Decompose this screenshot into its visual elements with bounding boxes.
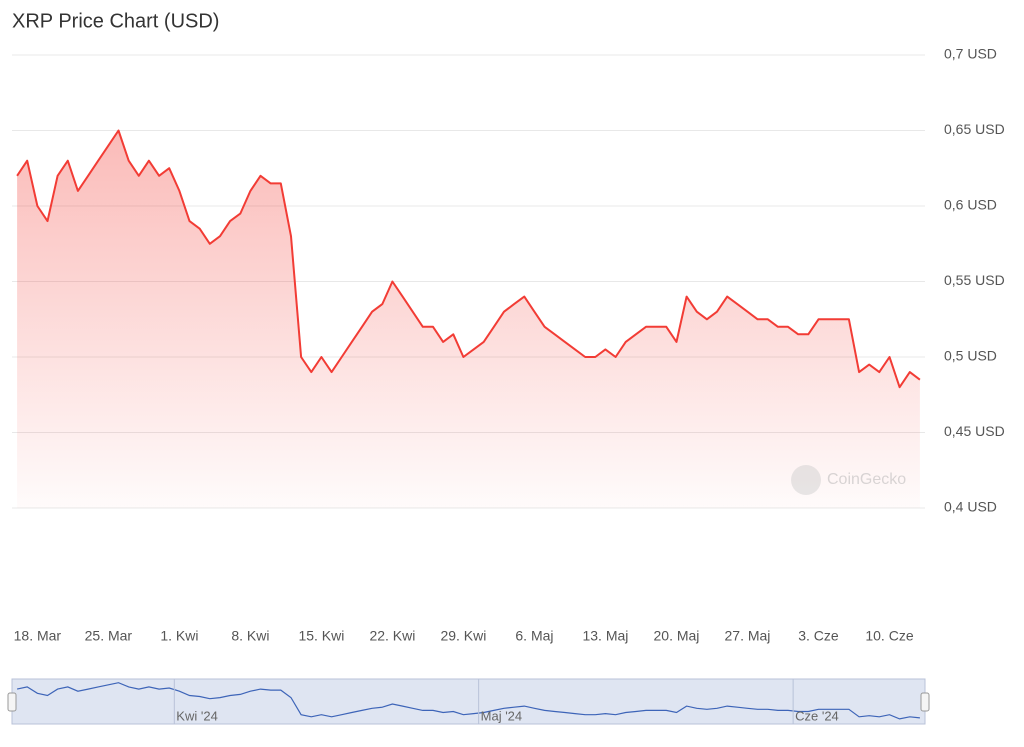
y-tick-label: 0,5 USD (944, 348, 997, 364)
x-tick-label: 6. Maj (515, 628, 553, 644)
x-tick-label: 29. Kwi (440, 628, 486, 644)
navigator-handle[interactable] (7, 692, 17, 712)
x-tick-label: 15. Kwi (298, 628, 344, 644)
x-tick-label: 8. Kwi (231, 628, 269, 644)
navigator-line (16, 682, 920, 720)
price-area (17, 130, 920, 508)
x-tick-label: 13. Maj (582, 628, 628, 644)
x-tick-label: 25. Mar (85, 628, 133, 644)
y-tick-label: 0,7 USD (944, 46, 997, 62)
x-tick-label: 27. Maj (725, 628, 771, 644)
price-line (16, 129, 921, 389)
y-tick-label: 0,6 USD (944, 197, 997, 213)
watermark: CoinGecko (791, 465, 906, 495)
x-tick-label: 20. Maj (654, 628, 700, 644)
watermark-icon (791, 465, 821, 495)
y-tick-label: 0,65 USD (944, 121, 1005, 137)
y-tick-label: 0,45 USD (944, 423, 1005, 439)
y-tick-label: 0,4 USD (944, 499, 997, 515)
x-tick-label: 10. Cze (865, 628, 913, 644)
navigator-label: Cze '24 (795, 708, 839, 723)
navigator-handle[interactable] (920, 692, 930, 712)
navigator-label: Kwi '24 (176, 708, 218, 723)
watermark-text: CoinGecko (827, 471, 906, 488)
navigator-label: Maj '24 (481, 708, 523, 723)
x-tick-label: 3. Cze (798, 628, 839, 644)
x-tick-label: 22. Kwi (369, 628, 415, 644)
y-tick-label: 0,55 USD (944, 272, 1005, 288)
chart-title: XRP Price Chart (USD) (12, 10, 219, 32)
x-tick-label: 1. Kwi (160, 628, 198, 644)
navigator[interactable] (11, 678, 926, 725)
x-tick-label: 18. Mar (14, 628, 62, 644)
